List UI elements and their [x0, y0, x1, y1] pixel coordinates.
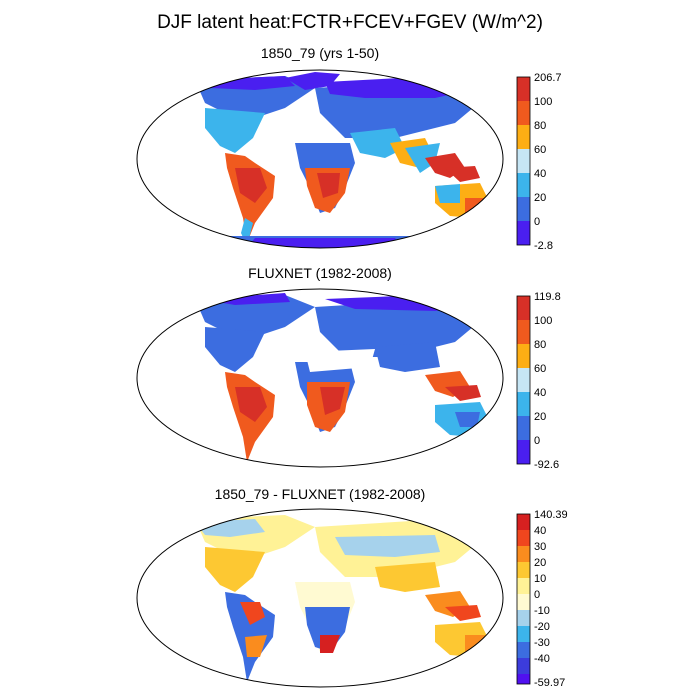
colorbar-swatches	[516, 295, 531, 465]
panel-title-model: 1850_79 (yrs 1-50)	[260, 45, 380, 61]
colorbar-model: 206.7 100 80 60 40 20 0 -2.8	[516, 72, 562, 252]
colorbar-label: 100	[534, 96, 552, 108]
map-fill-layer	[195, 293, 490, 462]
colorbar-label: -10	[534, 605, 550, 617]
map-border	[136, 508, 504, 688]
colorbar-label: 40	[534, 168, 546, 180]
colorbar-label: 30	[534, 541, 546, 553]
world-map-obs	[136, 288, 504, 468]
colorbar-label: 206.7	[534, 72, 562, 84]
colorbar-label: 20	[534, 557, 546, 569]
colorbar-label: 20	[534, 192, 546, 204]
colorbar-label: 20	[534, 411, 546, 423]
colorbar-label: 100	[534, 315, 552, 327]
world-map-diff	[136, 508, 504, 688]
panel-title-diff: 1850_79 - FLUXNET (1982-2008)	[214, 486, 426, 502]
colorbar-label: -40	[534, 653, 550, 665]
map-border	[136, 69, 504, 249]
colorbar-label: 80	[534, 339, 546, 351]
panel-title-obs: FLUXNET (1982-2008)	[248, 265, 392, 281]
colorbar-label: 80	[534, 120, 546, 132]
colorbar-label: -30	[534, 637, 550, 649]
colorbar-label: -92.6	[534, 459, 559, 471]
map-fill-layer	[195, 515, 490, 682]
map-fill-layer	[195, 72, 490, 248]
colorbar-swatches	[516, 76, 531, 246]
colorbar-label: -2.8	[534, 240, 553, 252]
colorbar-swatches	[516, 513, 531, 685]
colorbar-label: -20	[534, 621, 550, 633]
colorbar-obs: 119.8 100 80 60 40 20 0 -92.6	[516, 291, 561, 471]
colorbar-label: 0	[534, 589, 540, 601]
colorbar-diff: 140.39 40 30 20 10 0 -10 -20 -30 -40 -59…	[516, 509, 568, 689]
world-map-model	[136, 69, 504, 249]
colorbar-label: 40	[534, 525, 546, 537]
colorbar-label: 10	[534, 573, 546, 585]
colorbar-label: 40	[534, 387, 546, 399]
map-border	[136, 288, 504, 468]
colorbar-label: 119.8	[534, 291, 561, 303]
colorbar-label: 60	[534, 144, 546, 156]
colorbar-label: 140.39	[534, 509, 568, 521]
colorbar-label: -59.97	[534, 677, 565, 689]
colorbar-label: 0	[534, 216, 540, 228]
figure-title: DJF latent heat:FCTR+FCEV+FGEV (W/m^2)	[157, 12, 543, 33]
colorbar-label: 0	[534, 435, 540, 447]
colorbar-label: 60	[534, 363, 546, 375]
